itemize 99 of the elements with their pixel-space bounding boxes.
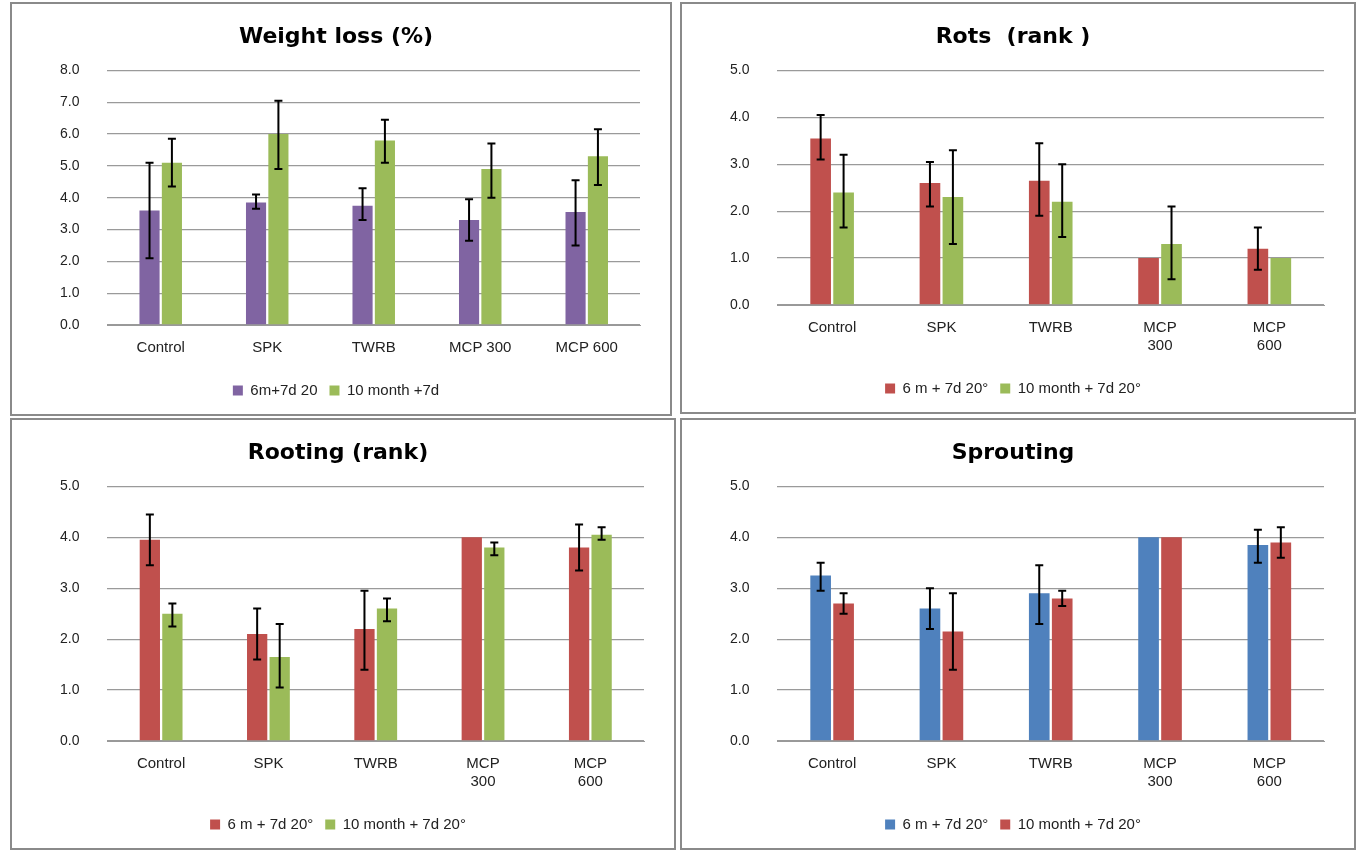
bar: [139, 539, 160, 741]
bar: [919, 608, 941, 741]
y-tick-label: 4.0: [59, 188, 80, 205]
bar: [374, 140, 395, 325]
legend-label: 10 month + 7d 20°: [342, 814, 466, 832]
bar: [1051, 598, 1073, 741]
y-tick-label: 3.0: [59, 579, 80, 596]
bar: [484, 547, 505, 741]
y-tick-label: 3.0: [729, 155, 750, 172]
x-tick-label: SPK: [252, 338, 283, 356]
y-tick-label: 2.0: [59, 630, 80, 647]
x-tick-label: MCP 300: [466, 754, 500, 790]
x-tick-label: Control: [136, 338, 185, 356]
x-tick-label: TWRB: [351, 338, 396, 356]
y-tick-label: 5.0: [729, 477, 750, 494]
y-tick-label: 3.0: [59, 220, 80, 237]
bar: [587, 156, 608, 325]
bar: [139, 210, 160, 325]
bar: [1161, 537, 1182, 741]
y-tick-label: 2.0: [729, 630, 750, 647]
chart-title: Rooting (rank): [247, 438, 429, 464]
bar: [1270, 258, 1292, 305]
bar: [810, 138, 831, 305]
x-tick-label: Control: [136, 754, 186, 772]
bar: [458, 219, 480, 325]
y-tick-label: 0.0: [59, 731, 80, 748]
bar: [565, 212, 586, 325]
chart-title: Weight loss (%): [238, 22, 434, 48]
bar: [354, 628, 375, 741]
bar: [1161, 244, 1182, 305]
bar: [810, 575, 831, 741]
bar: [1051, 201, 1073, 305]
x-tick-label: Control: [807, 754, 857, 772]
y-tick-label: 1.0: [59, 680, 80, 697]
y-tick-label: 2.0: [59, 252, 80, 269]
x-tick-label: MCP 300: [1143, 318, 1177, 354]
bar: [1028, 180, 1050, 305]
bar: [833, 192, 854, 305]
x-tick-label: MCP 300: [1143, 754, 1177, 790]
bar: [247, 634, 268, 741]
x-tick-label: MCP 600: [573, 754, 608, 790]
bar: [352, 205, 373, 325]
x-tick-label: MCP 600: [1252, 754, 1287, 790]
y-tick-label: 4.0: [59, 528, 80, 545]
bar: [1247, 544, 1269, 741]
x-tick-label: MCP 600: [555, 338, 618, 356]
bar: [161, 162, 182, 325]
legend-label: 6m+7d 20: [250, 380, 318, 398]
legend-label: 6 m + 7d 20°: [902, 814, 989, 832]
bar: [1270, 542, 1292, 741]
y-tick-label: 0.0: [729, 295, 750, 312]
legend-label: 10 month + 7d 20°: [1017, 814, 1141, 832]
chart-title: Sprouting: [951, 438, 1075, 464]
bar: [481, 169, 502, 325]
y-tick-label: 1.0: [729, 680, 750, 697]
bar: [461, 537, 482, 741]
y-tick-label: 6.0: [59, 124, 80, 141]
y-tick-label: 2.0: [729, 202, 750, 219]
y-tick-label: 4.0: [729, 108, 750, 125]
bar: [1247, 248, 1269, 305]
y-tick-label: 7.0: [59, 93, 80, 110]
y-tick-label: 1.0: [59, 284, 80, 301]
bar: [833, 603, 854, 741]
x-tick-label: SPK: [926, 754, 957, 772]
chart-title: Rots (rank ): [935, 22, 1091, 48]
legend-label: 10 month + 7d 20°: [1017, 378, 1141, 396]
x-tick-label: TWRB: [1028, 318, 1073, 336]
legend-label: 6 m + 7d 20°: [902, 378, 989, 396]
bar: [568, 547, 590, 741]
x-tick-label: SPK: [253, 754, 284, 772]
bar: [268, 134, 289, 325]
x-tick-label: MCP 600: [1252, 318, 1287, 354]
bar: [942, 197, 964, 305]
y-tick-label: 5.0: [59, 477, 80, 494]
legend-label: 6 m + 7d 20°: [227, 814, 314, 832]
y-tick-label: 1.0: [729, 248, 750, 265]
y-tick-label: 4.0: [729, 528, 750, 545]
y-tick-label: 5.0: [59, 156, 80, 173]
y-tick-label: 3.0: [729, 579, 750, 596]
x-tick-label: Control: [807, 318, 857, 336]
bar: [162, 613, 183, 741]
y-tick-label: 8.0: [59, 61, 80, 78]
bar: [591, 534, 612, 741]
x-tick-label: TWRB: [353, 754, 398, 772]
y-tick-label: 0.0: [729, 731, 750, 748]
bar: [1138, 537, 1159, 741]
x-tick-label: TWRB: [1028, 754, 1073, 772]
y-tick-label: 0.0: [59, 315, 80, 332]
bar: [942, 631, 964, 741]
bar: [245, 202, 267, 325]
bar: [376, 608, 398, 741]
bar: [1028, 593, 1050, 741]
y-tick-label: 5.0: [729, 61, 750, 78]
x-tick-label: MCP 300: [449, 338, 512, 356]
bar: [269, 656, 290, 741]
x-tick-label: SPK: [926, 318, 957, 336]
legend-label: 10 month +7d: [346, 380, 440, 398]
bar: [1138, 258, 1159, 305]
bar: [919, 183, 941, 305]
